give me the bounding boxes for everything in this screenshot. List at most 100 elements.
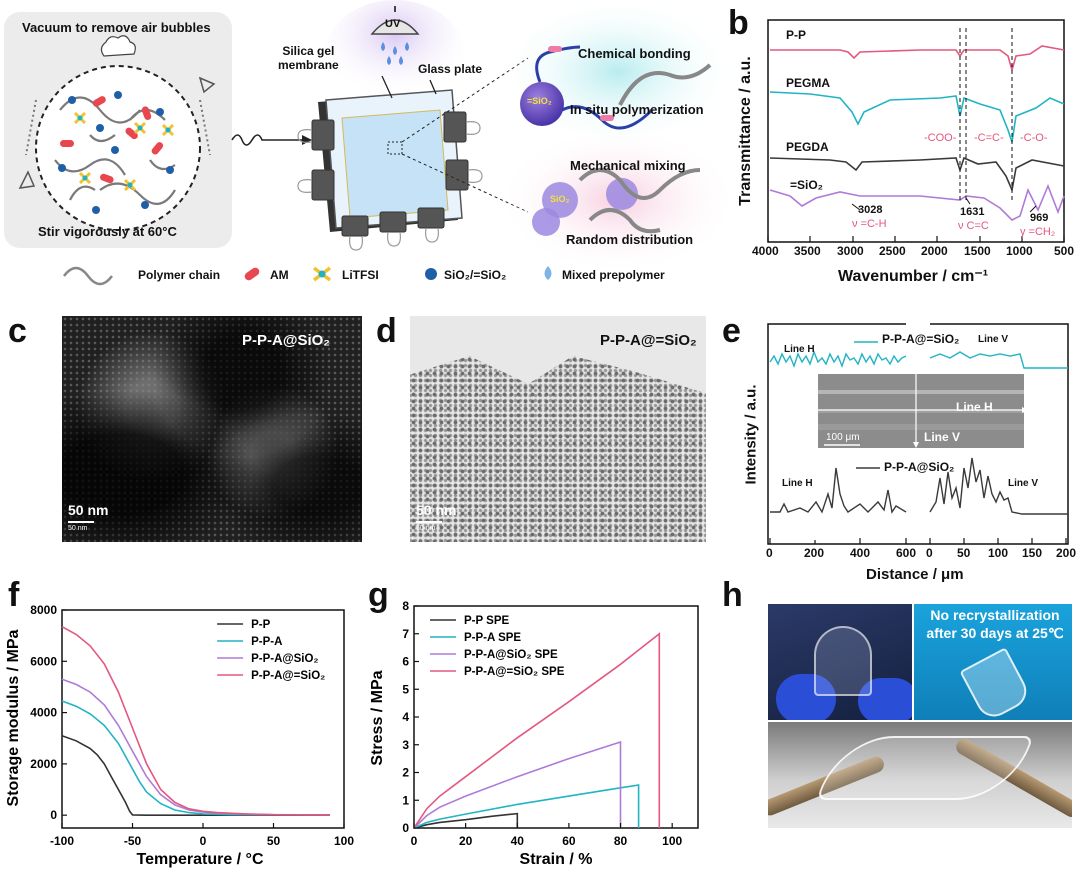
legend-am: AM [270,268,289,282]
ftir-annot-nu-cc: ν C=C [958,220,989,232]
legend-label: P-P [251,619,271,631]
linescan-bottom-line-v [929,457,1068,515]
linescan-top-line-v-label: Line V [978,334,1009,345]
chart-g-ticks: 0 20 40 60 80 100 0 1 2 3 4 5 6 7 8 [402,599,682,848]
linescan-xtick: 0 [766,546,773,560]
linescan-ylabel: Intensity / a.u. [742,384,760,485]
chart-g-frame [413,605,699,829]
tem-c-label: P-P-A@SiO₂ [242,332,330,349]
ftir-xtick: 1500 [964,244,991,258]
linescan-xticks [769,538,1067,544]
tem-d-label: P-P-A@=SiO₂ [600,332,697,349]
tem-c-scale-small: 50 nm [68,525,88,532]
zoom-line-bottom [401,153,529,213]
tem-image-d: P-P-A@=SiO₂ 50 nm 50 nm [410,316,706,542]
tem-c-scale-label: 50 nm [68,502,109,518]
stir-arrowhead-right [198,76,216,94]
legend-am-icon [244,267,260,281]
y-tick-label: 2000 [30,757,57,771]
ftir-trace-sio2 [769,183,1065,221]
transfer-arrow [231,134,302,146]
series-line-0 [413,812,519,829]
uv-lamp-icon [370,19,420,35]
y-tick-label: 2 [402,766,409,780]
linescan-top-line-h-label: Line H [784,344,815,355]
legend-label: P-P-A SPE [464,632,521,644]
y-tick-label: 5 [402,682,409,696]
x-tick-label: -100 [50,834,74,848]
twisted-film [816,736,1034,800]
inset-scale-label: 100 μm [826,432,860,443]
y-tick-label: 4 [402,710,409,724]
ftir-annot-co: -C-O- [1020,132,1048,144]
series-line-1 [413,784,640,829]
linescan-top-legend: P-P-A@=SiO₂ [882,332,960,346]
linescan-chart [767,318,1069,545]
ftir-annot-1631: 1631 [960,206,985,218]
legend-prepolymer-icon [544,266,552,280]
legend-polymer-chain: Polymer chain [138,268,221,282]
am-molecules [60,96,164,184]
tem-d-scale-small: 50 nm [416,525,436,532]
linescan-xtick-labels: 0 200 400 600 0 50 100 150 200 [762,546,1080,562]
ftir-annot-gamma-ch2: γ =CH₂ [1020,226,1056,238]
ftir-trace-pp [770,45,1065,73]
random-distribution-label: Random distribution [566,232,694,247]
panel-letter-e: e [722,312,741,350]
ftir-annot-coo: -COO- [924,132,957,144]
mold-clips [311,111,469,237]
x-tick-label: 60 [562,834,576,848]
panel-letter-c: c [8,312,27,350]
ftir-pointer-3028 [851,203,861,211]
y-tick-label: 8 [402,599,409,613]
zoom-box [387,141,403,155]
legend-litfsi: LiTFSI [342,268,379,282]
ftir-xtick: 4000 [752,244,779,258]
chart-g-ylabel: Stress / MPa [369,670,386,765]
legend-label: P-P-A@=SiO₂ [251,670,325,682]
x-tick-label: 0 [200,834,207,848]
panel-a-schematic [4,0,728,286]
ftir-xtick: 2000 [921,244,948,258]
chart-f-series [61,625,330,816]
y-tick-label: 7 [402,627,409,641]
silica-pointer [381,75,393,99]
vial-icon [959,647,1033,720]
y-tick-label: 0 [402,821,409,835]
legend-polymer-icon [63,266,113,286]
ftir-xtick: 2500 [879,244,906,258]
chart-f-ylabel: Storage modulus / MPa [5,629,22,806]
chemical-bonding-label: Chemical bonding [578,46,691,61]
y-tick-label: 8000 [30,603,57,617]
glass-plate-label: Glass plate [418,62,483,76]
ftir-frame [767,19,1065,243]
droplet-icons [381,42,409,65]
panel-letter-f: f [8,576,20,614]
tem-d-scale-label: 50 nm [416,502,457,518]
x-tick-label: 40 [511,834,525,848]
ftir-xlabel: Wavenumber / cm⁻¹ [838,268,989,285]
ftir-xtick: 3000 [837,244,864,258]
clip-handles [297,121,483,251]
linescan-bottom-line-v-label: Line V [1008,478,1039,489]
linescan-xlabel: Distance / μm [866,566,964,583]
bonded-sio2-particle [520,82,564,126]
x-tick-label: 20 [459,834,473,848]
panel-letter-b: b [728,4,749,42]
ftir-pointer-969 [1029,205,1037,213]
glass-pointer [429,79,437,95]
linescan-xtick: 400 [850,546,871,560]
ftir-label-pp: P-P [786,28,807,42]
ftir-annot-nu-ch: ν =C-H [852,218,887,230]
x-tick-label: 0 [411,834,418,848]
photo-bent-film [768,604,912,720]
ftir-trace-pegda [769,156,1065,193]
sio2-particles [58,91,174,214]
tem-c-scale-bar [68,521,94,523]
silica-gel-label-line1: Silica gel [282,44,335,58]
silica-gel-label: Silica gel membrane [278,44,339,72]
vacuum-cloud-icon [100,35,136,57]
legend-mixed-prepolymer: Mixed prepolymer [562,268,665,282]
